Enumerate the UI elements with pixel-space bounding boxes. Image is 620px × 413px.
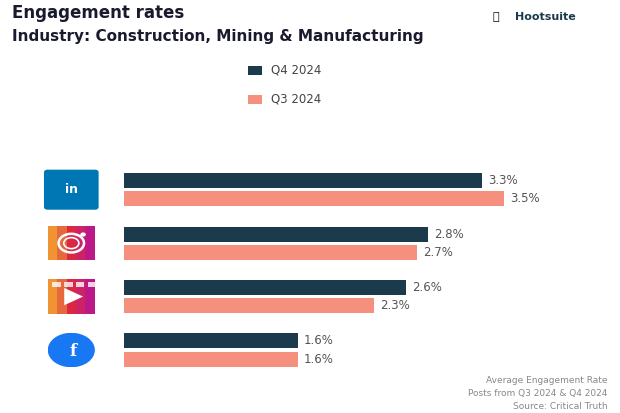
Bar bbox=[124, 191, 503, 206]
Text: Average Engagement Rate
Posts from Q3 2024 & Q4 2024
Source: Critical Truth: Average Engagement Rate Posts from Q3 20… bbox=[468, 375, 608, 411]
Polygon shape bbox=[88, 282, 96, 287]
Polygon shape bbox=[66, 279, 76, 314]
Text: 3.3%: 3.3% bbox=[489, 174, 518, 187]
Bar bbox=[124, 227, 428, 242]
Bar bbox=[124, 173, 482, 188]
Polygon shape bbox=[48, 226, 57, 261]
Polygon shape bbox=[57, 279, 66, 314]
Text: f: f bbox=[69, 342, 77, 360]
Polygon shape bbox=[64, 288, 83, 305]
Text: in: in bbox=[65, 183, 78, 196]
Text: 🦉: 🦉 bbox=[493, 12, 499, 22]
Polygon shape bbox=[48, 279, 57, 314]
Circle shape bbox=[80, 233, 86, 237]
Text: 1.6%: 1.6% bbox=[304, 353, 334, 366]
Polygon shape bbox=[86, 226, 95, 261]
Polygon shape bbox=[64, 282, 73, 287]
Text: 2.3%: 2.3% bbox=[380, 299, 410, 312]
Text: Q4 2024: Q4 2024 bbox=[271, 64, 321, 77]
Bar bbox=[124, 245, 417, 260]
Bar bbox=[124, 333, 298, 349]
Text: Hootsuite: Hootsuite bbox=[515, 12, 576, 22]
Text: 2.7%: 2.7% bbox=[423, 246, 453, 259]
Polygon shape bbox=[53, 282, 61, 287]
Text: 1.6%: 1.6% bbox=[304, 335, 334, 347]
Bar bbox=[124, 298, 373, 313]
Polygon shape bbox=[76, 282, 84, 287]
Circle shape bbox=[48, 333, 95, 367]
FancyBboxPatch shape bbox=[44, 170, 99, 210]
Polygon shape bbox=[76, 226, 86, 261]
Text: Engagement rates: Engagement rates bbox=[12, 4, 185, 22]
Bar bbox=[124, 280, 406, 295]
Text: Industry: Construction, Mining & Manufacturing: Industry: Construction, Mining & Manufac… bbox=[12, 29, 424, 44]
Polygon shape bbox=[57, 226, 66, 261]
Bar bbox=[124, 351, 298, 367]
Polygon shape bbox=[76, 279, 86, 314]
Text: 2.6%: 2.6% bbox=[413, 281, 443, 294]
Polygon shape bbox=[86, 279, 95, 314]
Text: 3.5%: 3.5% bbox=[510, 192, 540, 205]
Text: Q3 2024: Q3 2024 bbox=[271, 93, 321, 106]
Text: 2.8%: 2.8% bbox=[434, 228, 464, 240]
Polygon shape bbox=[66, 226, 76, 261]
